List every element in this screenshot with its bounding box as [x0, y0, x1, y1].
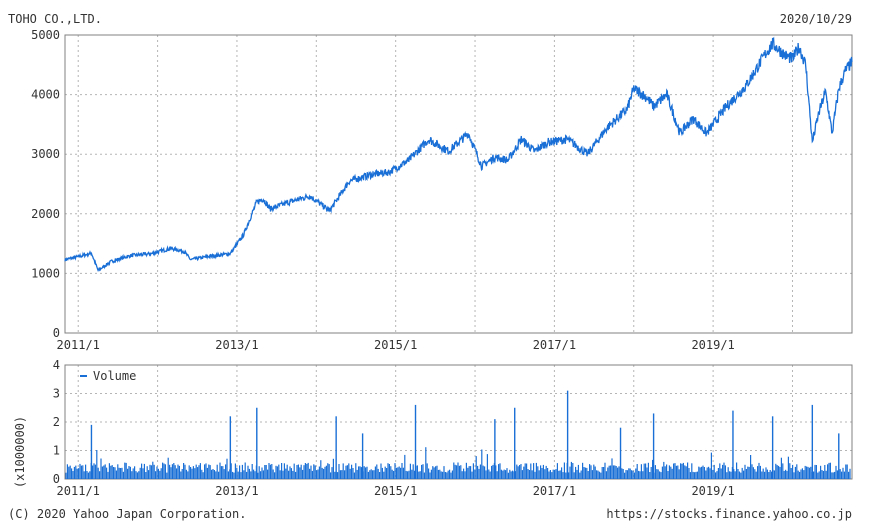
y-tick-label: 3000	[31, 147, 60, 161]
x-tick-label: 2019/1	[691, 484, 734, 498]
x-tick-label: 2011/1	[57, 338, 100, 352]
chart-date: 2020/10/29	[780, 12, 852, 26]
x-tick-label: 2013/1	[215, 484, 258, 498]
plot-frame	[64, 364, 853, 480]
copyright-text: (C) 2020 Yahoo Japan Corporation.	[8, 507, 246, 521]
legend-label-volume: Volume	[93, 369, 136, 383]
y-tick-label: 4	[53, 358, 60, 372]
x-tick-label: 2013/1	[215, 338, 258, 352]
y-tick-label: 2	[53, 415, 60, 429]
y-tick-label: 0	[53, 326, 60, 340]
y-tick-label: 4000	[31, 88, 60, 102]
company-title: TOHO CO.,LTD.	[8, 12, 102, 26]
x-tick-label: 2011/1	[57, 484, 100, 498]
y-tick-label: 2000	[31, 207, 60, 221]
volume-unit-label: (x1000000)	[13, 416, 27, 488]
y-tick-label: 1	[53, 444, 60, 458]
price-chart-panel: 0 1000 2000 3000 4000 5000 2011/1 2013/1 2015/1 2…	[31, 28, 853, 352]
volume-chart-panel: 0 1 2 3 4 2011/1 2013/1 2015/1 2017/1 2019/1 Volum…	[13, 358, 853, 498]
x-tick-label: 2017/1	[533, 338, 576, 352]
y-tick-label: 0	[53, 472, 60, 486]
source-url: https://stocks.finance.yahoo.co.jp	[606, 507, 852, 521]
plot-frame	[64, 34, 853, 334]
y-tick-label: 1000	[31, 266, 60, 280]
volume-bars	[65, 390, 851, 479]
x-tick-label: 2015/1	[374, 338, 417, 352]
price-line	[64, 36, 853, 273]
y-tick-label: 3	[53, 387, 60, 401]
x-tick-label: 2015/1	[374, 484, 417, 498]
x-tick-label: 2019/1	[691, 338, 734, 352]
x-tick-label: 2017/1	[533, 484, 576, 498]
y-tick-label: 5000	[31, 28, 60, 42]
